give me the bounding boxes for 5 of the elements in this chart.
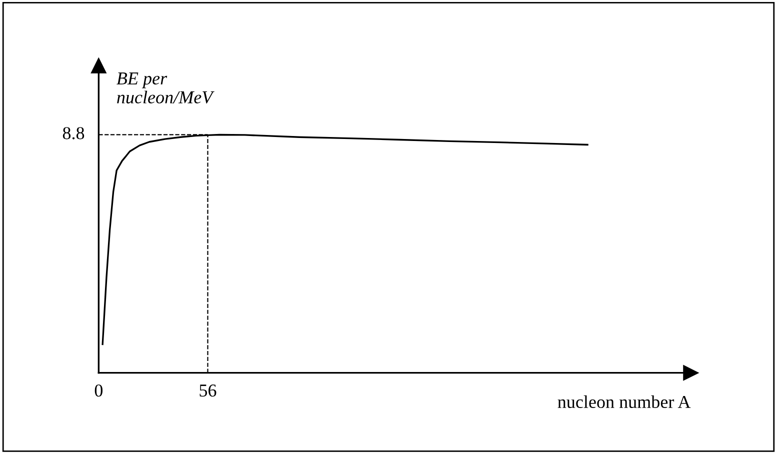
x-axis-title: nucleon number A (558, 395, 691, 408)
y-axis-title: BE per nucleon/MeV (116, 72, 214, 104)
x-tick-label: 0 (94, 384, 103, 397)
annotation: 8.8 (62, 127, 84, 140)
x-tick-label: 56 (200, 384, 216, 397)
